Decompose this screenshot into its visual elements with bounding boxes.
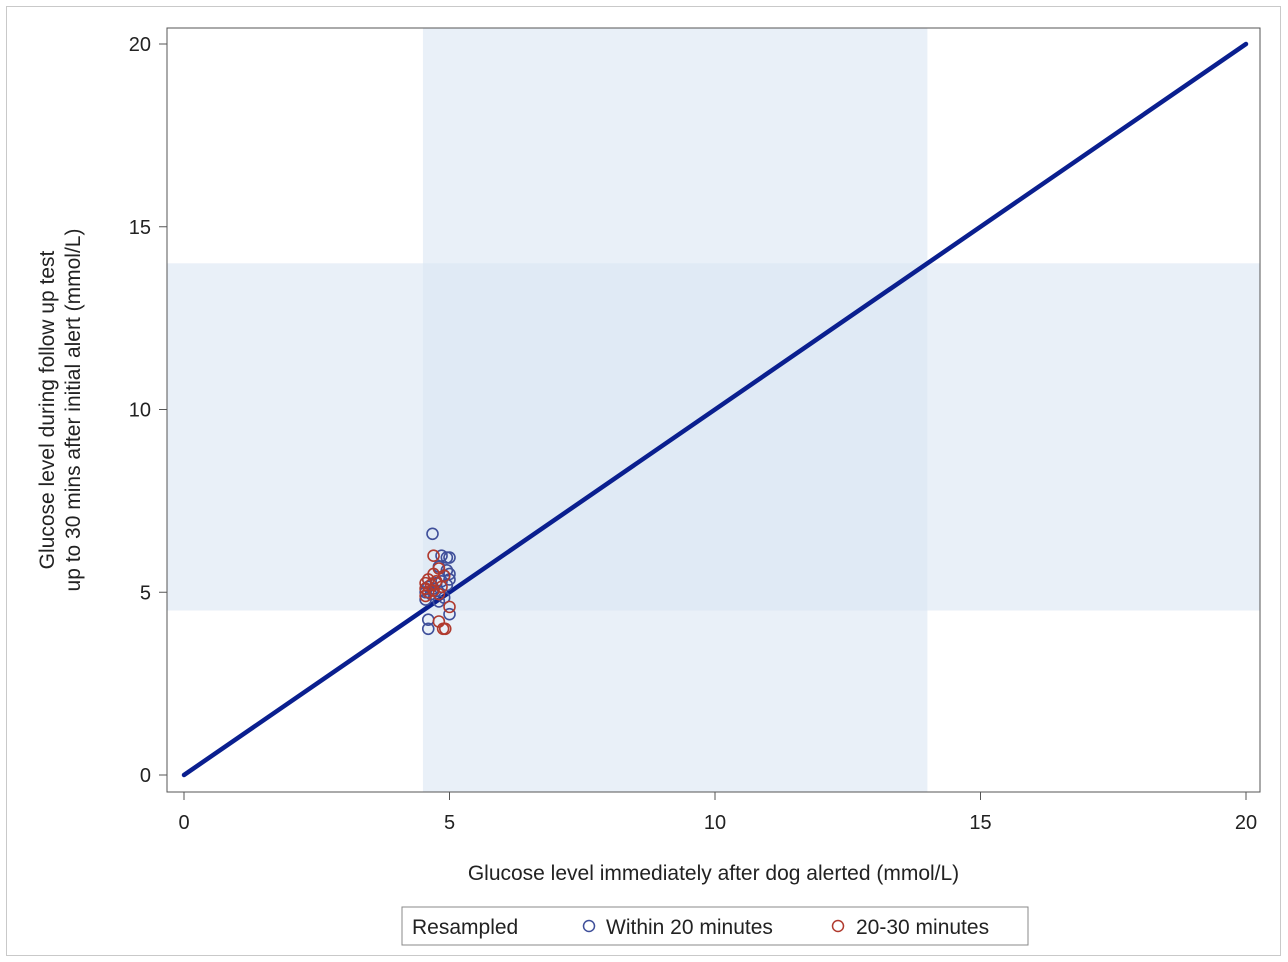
identity-line	[181, 41, 1249, 778]
data-point-series-2	[432, 587, 446, 601]
shaded-band-y	[167, 263, 1260, 611]
x-tick-label: 5	[444, 812, 455, 834]
y-axis-title-line-1: Glucose level during follow up test	[36, 250, 59, 569]
y-tick-label: 20	[129, 34, 151, 56]
data-point-series-1	[421, 622, 435, 636]
data-point-series-2	[427, 549, 440, 563]
data-point-series-2	[419, 576, 432, 590]
chart-frame	[6, 6, 1281, 956]
data-point-series-2	[432, 615, 446, 628]
legend-title: Resampled	[412, 916, 518, 939]
data-point-series-1	[432, 595, 446, 608]
data-point-series-2	[443, 600, 456, 614]
x-tick-label: 0	[178, 812, 189, 834]
data-point-series-1	[426, 527, 439, 541]
y-tick-label: 15	[129, 217, 151, 239]
y-axis: 0 5 10 15 20	[129, 34, 167, 787]
y-axis-title-line-2: up to 30 mins after initial alert (mmol/…	[62, 229, 85, 592]
data-point-series-2	[435, 580, 448, 594]
legend-label-20-30: 20-30 minutes	[856, 916, 989, 939]
data-point-series-1	[443, 551, 456, 564]
x-tick-label: 20	[1235, 812, 1257, 834]
legend: Resampled Within 20 minutes 20-30 minute…	[401, 906, 1029, 946]
y-tick-label: 5	[140, 582, 151, 604]
y-tick-label: 10	[129, 400, 151, 422]
legend-marker-within-20	[582, 919, 596, 933]
identity-line-group	[181, 41, 1249, 778]
y-tick-label: 0	[140, 765, 151, 787]
x-axis: 0 5 10 15 20	[178, 792, 1257, 834]
data-point-series-2	[438, 622, 452, 636]
data-point-series-1	[443, 607, 456, 621]
legend-marker-20-30	[831, 919, 845, 933]
reference-bands	[167, 28, 1260, 792]
data-point-series-2	[419, 589, 432, 603]
legend-label-within-20: Within 20 minutes	[606, 916, 773, 939]
legend-box	[401, 906, 1029, 946]
x-tick-label: 10	[704, 812, 726, 834]
data-point-series-2	[419, 582, 432, 595]
data-points	[419, 527, 456, 636]
x-tick-label: 15	[969, 812, 991, 834]
x-axis-title: Glucose level immediately after dog aler…	[468, 862, 959, 885]
